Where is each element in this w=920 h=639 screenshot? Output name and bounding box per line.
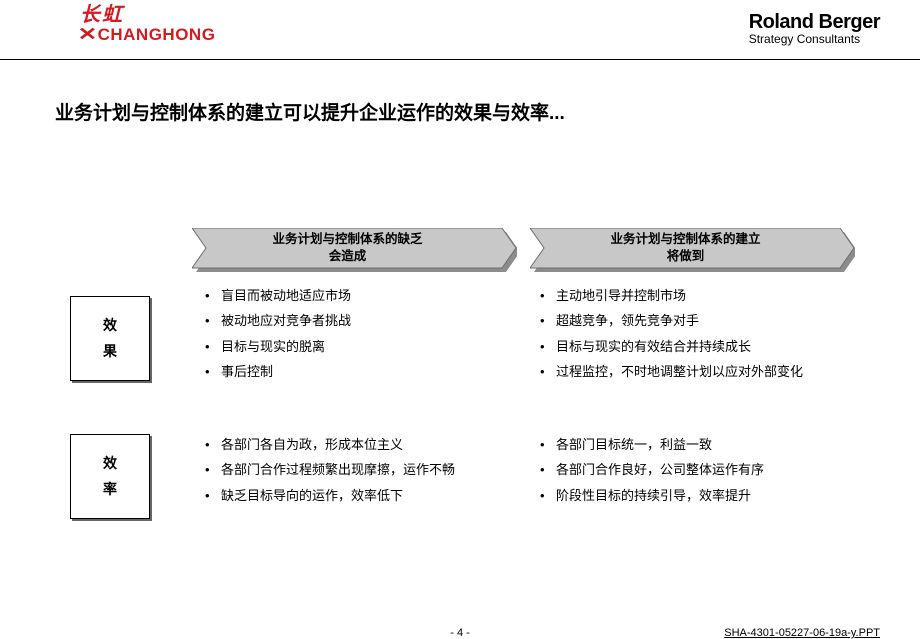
row-label-effect-char1: 效 xyxy=(103,313,117,338)
list-item: 主动地引导并控制市场 xyxy=(540,283,880,308)
row-label-efficiency-char2: 率 xyxy=(103,477,117,502)
row-label-effect-char2: 果 xyxy=(103,339,117,364)
list-item: 超越竞争，领先竞争对手 xyxy=(540,308,880,333)
list-item: 阶段性目标的持续引导，效率提升 xyxy=(540,483,880,508)
list-item: 被动地应对竞争者挑战 xyxy=(205,308,515,333)
list-item: 各部门合作过程频繁出现摩擦，运作不畅 xyxy=(205,457,515,482)
changhong-logo-en-text: CHANGHONG xyxy=(98,25,216,44)
row-label-efficiency: 效 率 xyxy=(70,434,150,519)
list-item: 各部门目标统一，利益一致 xyxy=(540,432,880,457)
column-header-left-line2: 会造成 xyxy=(329,248,367,265)
list-item: 缺乏目标导向的运作，效率低下 xyxy=(205,483,515,508)
row-label-effect: 效 果 xyxy=(70,296,150,381)
list-item: 目标与现实的脱离 xyxy=(205,334,515,359)
document-id: SHA-4301-05227-06-19a-y.PPT xyxy=(724,627,880,639)
changhong-arrow-icon: ✕ xyxy=(78,25,98,45)
list-item: 事后控制 xyxy=(205,359,515,384)
column-header-left: 业务计划与控制体系的缺乏 会造成 xyxy=(192,228,517,268)
row-label-efficiency-char1: 效 xyxy=(103,451,117,476)
column-header-right: 业务计划与控制体系的建立 将做到 xyxy=(530,228,855,268)
slide-title: 业务计划与控制体系的建立可以提升企业运作的效果与效率... xyxy=(55,98,565,125)
list-item: 目标与现实的有效结合并持续成长 xyxy=(540,334,880,359)
roland-berger-name: Roland Berger xyxy=(749,12,880,32)
list-item: 各部门各自为政，形成本位主义 xyxy=(205,432,515,457)
list-item: 各部门合作良好，公司整体运作有序 xyxy=(540,457,880,482)
bullets-efficiency-with: 各部门目标统一，利益一致 各部门合作良好，公司整体运作有序 阶段性目标的持续引导… xyxy=(540,432,880,508)
column-header-right-label: 业务计划与控制体系的建立 将做到 xyxy=(530,228,841,268)
column-header-right-line1: 业务计划与控制体系的建立 xyxy=(610,231,760,248)
list-item: 盲目而被动地适应市场 xyxy=(205,283,515,308)
column-header-right-line2: 将做到 xyxy=(667,248,705,265)
roland-berger-sub: Strategy Consultants xyxy=(749,32,880,46)
bullets-effect-with: 主动地引导并控制市场 超越竞争，领先竞争对手 目标与现实的有效结合并持续成长 过… xyxy=(540,283,880,384)
column-header-left-label: 业务计划与控制体系的缺乏 会造成 xyxy=(192,228,503,268)
changhong-logo-cn: 长虹 xyxy=(80,5,215,25)
changhong-logo-en: ✕CHANGHONG xyxy=(80,25,215,45)
roland-berger-logo: Roland Berger Strategy Consultants xyxy=(749,12,880,46)
bullets-effect-lack: 盲目而被动地适应市场 被动地应对竞争者挑战 目标与现实的脱离 事后控制 xyxy=(205,283,515,384)
changhong-logo: 长虹 ✕CHANGHONG xyxy=(80,5,215,45)
bullets-efficiency-lack: 各部门各自为政，形成本位主义 各部门合作过程频繁出现摩擦，运作不畅 缺乏目标导向… xyxy=(205,432,515,508)
slide-header: 长虹 ✕CHANGHONG Roland Berger Strategy Con… xyxy=(0,0,920,60)
column-header-left-line1: 业务计划与控制体系的缺乏 xyxy=(272,231,422,248)
page-number: - 4 - xyxy=(450,627,470,639)
list-item: 过程监控，不时地调整计划以应对外部变化 xyxy=(540,359,880,384)
